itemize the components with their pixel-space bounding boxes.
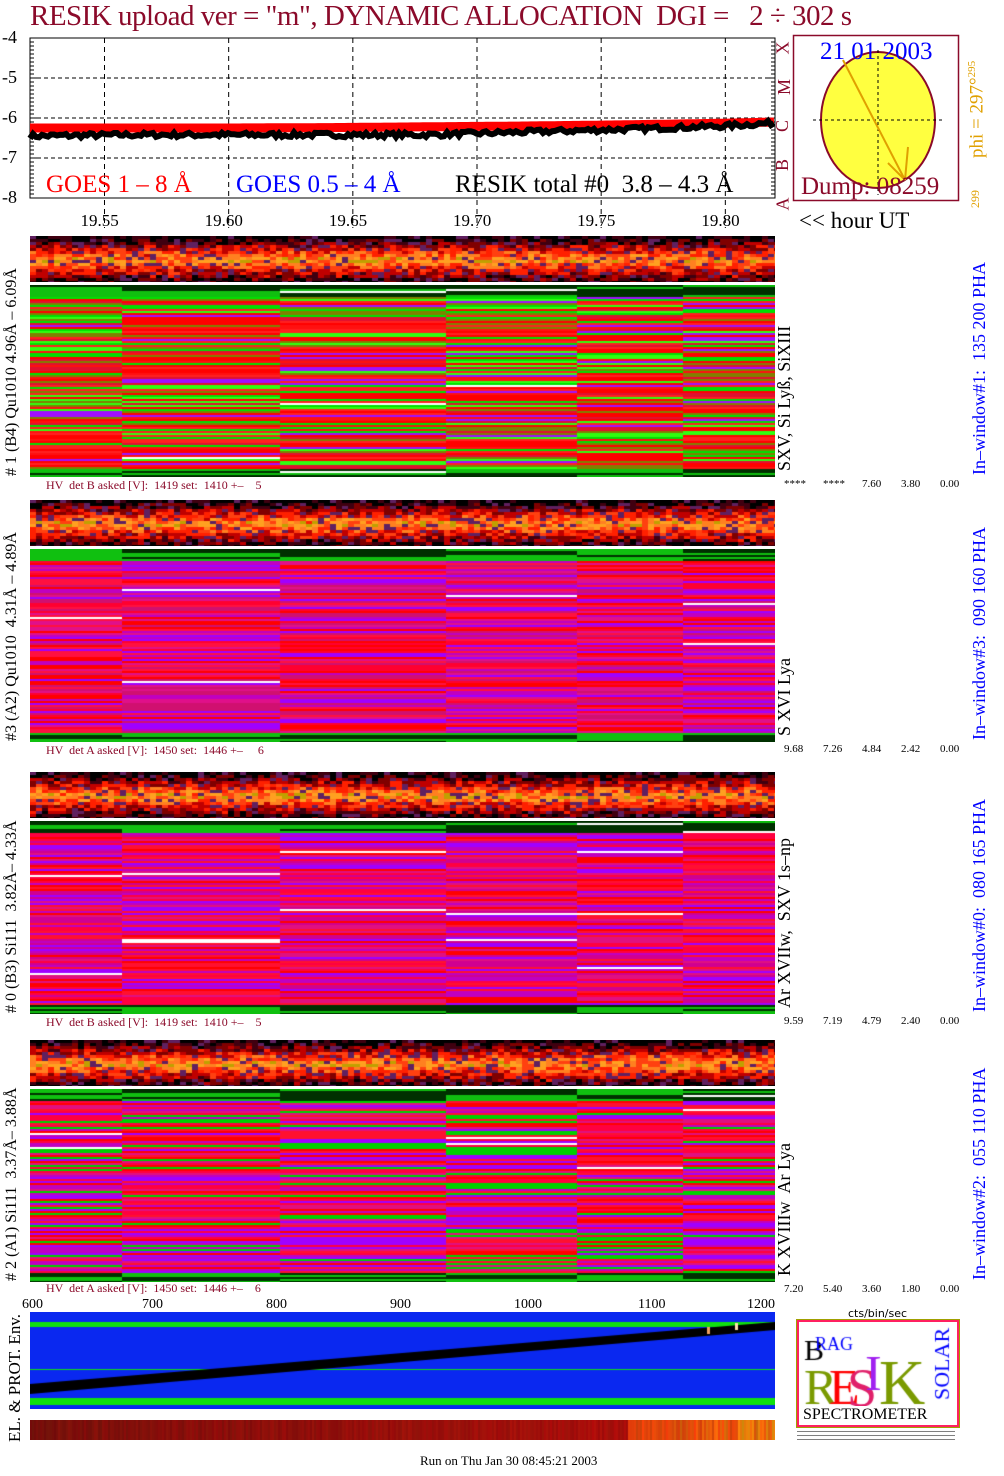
sun-position-box — [792, 34, 960, 202]
hist-tick-label: 3.80 — [901, 478, 921, 490]
legend-goes-long: GOES 1 – 8 Å — [46, 171, 192, 198]
particle-environment-plot — [30, 1312, 775, 1409]
x-tick-label: 19.55 — [80, 211, 119, 230]
hist-tick-label: **** — [784, 478, 806, 490]
x-tick-label: 19.70 — [453, 211, 492, 230]
in-window-label: In–window#3: 090 160 PHA — [969, 526, 989, 740]
time-profile-heatmap — [30, 500, 775, 546]
page-title: RESIK upload ver = "m", DYNAMIC ALLOCATI… — [30, 0, 852, 32]
hist-tick-label: 5.40 — [823, 1283, 843, 1295]
detector-label: #3 (A2) Qu1010 4.31Å – 4.89Å — [3, 532, 20, 741]
bottom-tick-label: 900 — [390, 1297, 411, 1312]
hist-tick-label: 0.00 — [940, 1283, 960, 1295]
flare-class-X: X — [772, 41, 793, 55]
time-profile-heatmap — [30, 1040, 775, 1086]
detector-label: # 0 (B3) Si111 3.82Å– 4.33Å — [3, 820, 20, 1013]
logo-caption: SPECTROMETER — [803, 1406, 928, 1423]
bottom-tick-label: 800 — [266, 1297, 287, 1312]
spectral-line-label: S XVI Lya — [774, 658, 794, 736]
hist-tick-label: 1.80 — [901, 1283, 921, 1295]
hv-status: HV det A asked [V]: 1450 set: 1446 +– 6 — [46, 743, 264, 757]
in-window-label: In–window#2: 055 110 PHA — [969, 1067, 989, 1280]
hv-status: HV det B asked [V]: 1419 set: 1410 +– 5 — [46, 478, 262, 492]
y-tick-label: -6 — [2, 107, 17, 127]
env-label: EL. & PROT. Env. — [5, 1314, 24, 1442]
detector-label: # 2 (A1) Si111 3.37Å– 3.88Å — [3, 1087, 20, 1281]
y-tick-label: -7 — [2, 147, 17, 167]
flare-class-A: A — [772, 197, 793, 211]
time-profile-heatmap — [30, 772, 775, 818]
spectrum-heatmap — [30, 285, 775, 477]
dump-number: Dump: 08259 — [801, 173, 940, 200]
spectral-line-label: Ar XVIIw, SXV 1s–np — [774, 838, 794, 1008]
hist-tick-label: 7.60 — [862, 478, 882, 490]
in-window-label: In–window#0: 080 165 PHA — [969, 798, 989, 1012]
phi-low: 299 — [968, 190, 982, 208]
time-profile-heatmap — [30, 236, 775, 282]
light-curve-plot — [27, 37, 776, 228]
spectral-line-label: K XVIIIw Ar Lya — [774, 1143, 794, 1276]
x-tick-label: 19.80 — [701, 211, 740, 230]
hist-tick-label: 2.42 — [901, 743, 921, 755]
y-tick-label: -8 — [2, 187, 17, 207]
hist-tick-label: 4.79 — [862, 1015, 882, 1027]
phi-sup: 295 — [966, 60, 978, 78]
hist-tick-label: 7.19 — [823, 1015, 843, 1027]
hist-tick-label: 9.59 — [784, 1015, 804, 1027]
series-goes-1-8 — [30, 117, 775, 133]
bottom-tick-label: 1100 — [638, 1297, 666, 1312]
x-tick-label: 19.75 — [577, 211, 616, 230]
y-tick-label: -5 — [2, 67, 17, 87]
logo-graphic — [799, 1322, 957, 1406]
roll-angle-line — [842, 59, 906, 181]
legend-goes-short: GOES 0.5 – 4 Å — [236, 171, 401, 198]
resik-logo: SPECTROMETER — [796, 1319, 960, 1428]
x-tick-label: 19.65 — [328, 211, 368, 230]
hist-tick-label: 7.20 — [784, 1283, 804, 1295]
series-resik-total — [27, 116, 776, 143]
spectrum-heatmap — [30, 549, 775, 742]
intensity-bar — [30, 1420, 775, 1440]
hist-tick-label: 7.26 — [823, 743, 843, 755]
hist-tick-label: 2.40 — [901, 1015, 921, 1027]
flare-class-M: M — [774, 78, 795, 96]
y-tick-label: -4 — [2, 27, 17, 47]
bottom-tick-label: 1000 — [514, 1297, 542, 1312]
hist-tick-label: **** — [823, 478, 845, 490]
hv-status: HV det A asked [V]: 1450 set: 1446 +– 6 — [46, 1281, 261, 1295]
spectrum-heatmap — [30, 821, 775, 1014]
observation-date: 21 01 2003 — [820, 38, 933, 65]
bottom-tick-label: 1200 — [747, 1297, 775, 1312]
x-tick-label: 19.60 — [204, 211, 243, 230]
hour-ut-label: << hour UT — [799, 208, 910, 233]
flare-class-C: C — [772, 119, 793, 133]
hist-tick-label: 0.00 — [940, 478, 960, 490]
hist-tick-label: 3.60 — [862, 1283, 882, 1295]
bottom-tick-label: 700 — [142, 1297, 163, 1312]
logo-fine-print — [797, 1428, 955, 1440]
detector-label: # 1 (B4) Qu1010 4.96Å – 6.09Å — [3, 268, 20, 476]
flare-class-B: B — [772, 158, 793, 172]
hv-status: HV det B asked [V]: 1419 set: 1410 +– 5 — [46, 1015, 262, 1029]
in-window-label: In–window#1: 135 200 PHA — [969, 261, 989, 475]
spectral-line-label: SXV, Si Lyß, SiXIII — [774, 325, 794, 471]
hist-tick-label: 0.00 — [940, 743, 960, 755]
hist-tick-label: 4.84 — [862, 743, 882, 755]
legend-resik-total: RESIK total #0 3.8 – 4.3 Å — [455, 171, 734, 198]
hist-tick-label: 9.68 — [784, 743, 804, 755]
phi-value: phi = 297° — [966, 77, 988, 158]
phi-angle: phi = 297°295 — [966, 61, 988, 158]
run-footer: Run on Thu Jan 30 08:45:21 2003 — [420, 1453, 598, 1468]
bottom-tick-label: 600 — [22, 1297, 43, 1312]
spectrum-heatmap — [30, 1089, 775, 1282]
hist-unit-label: cts/bin/sec — [848, 1307, 908, 1320]
hist-tick-label: 0.00 — [940, 1015, 960, 1027]
